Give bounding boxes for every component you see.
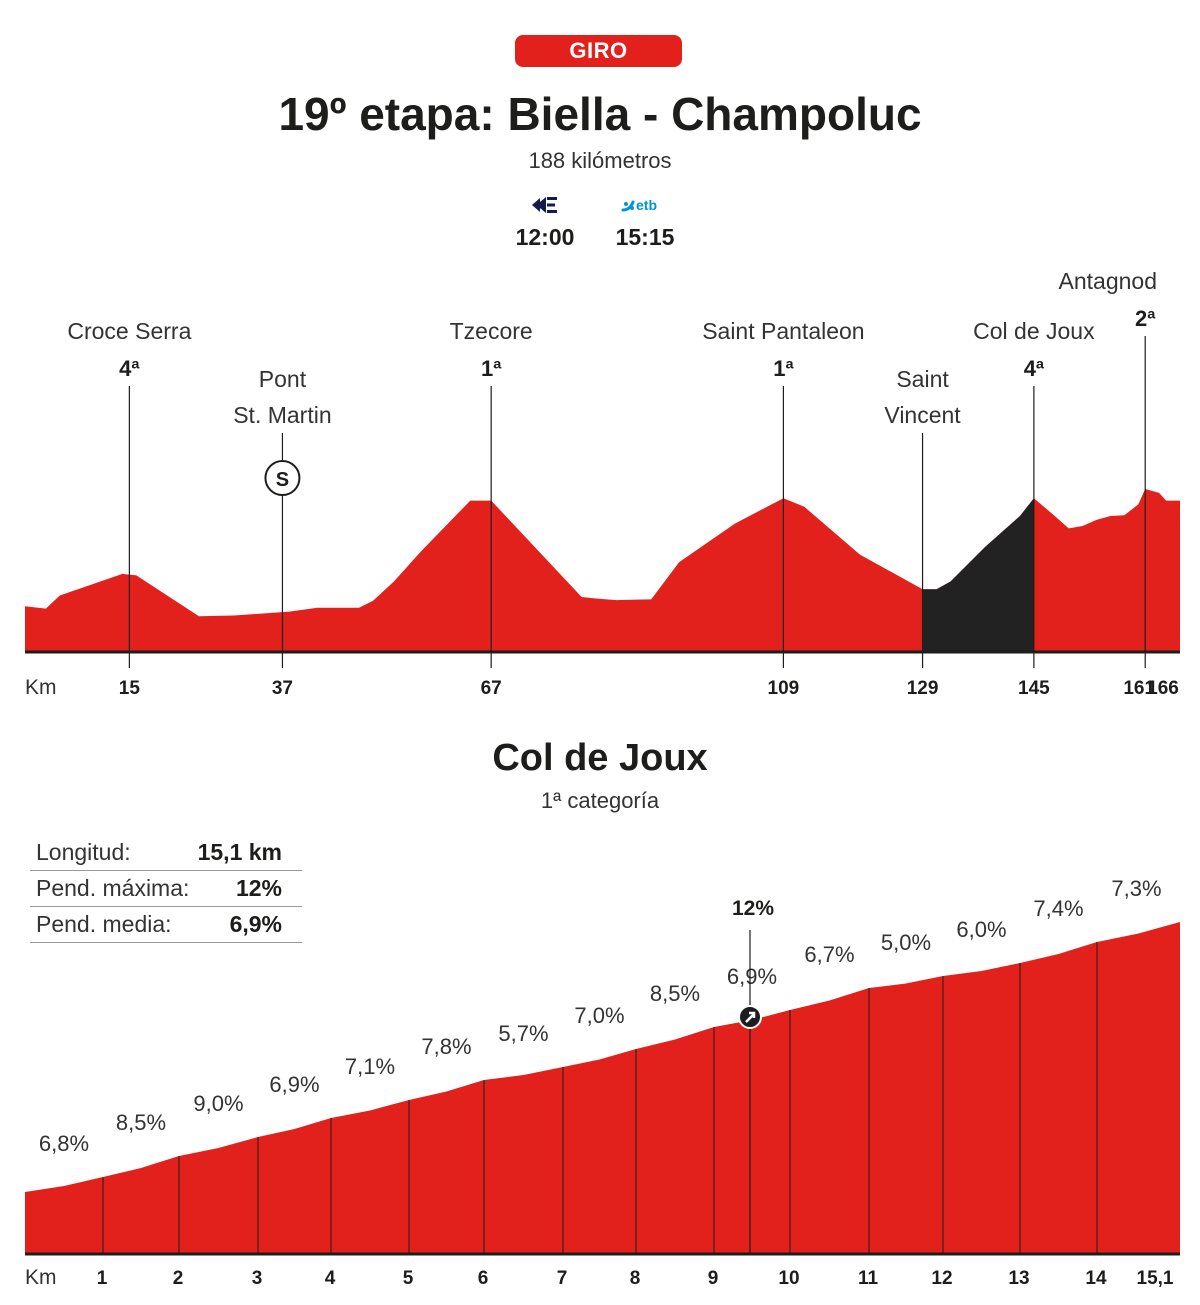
- x-tick-label: 67: [481, 678, 502, 699]
- gradient-label: 7,1%: [345, 1054, 395, 1079]
- stat-row: Pend. máxima: 12%: [30, 870, 302, 907]
- gradient-label: 7,4%: [1033, 896, 1083, 921]
- x-tick-label: 14: [1085, 1268, 1107, 1289]
- climb-stats-table: Longitud: 15,1 km Pend. máxima: 12% Pend. …: [30, 835, 302, 943]
- x-tick-label: 109: [768, 678, 800, 699]
- max-gradient-label: 12%: [732, 897, 774, 920]
- x-tick-label: 1: [97, 1268, 108, 1289]
- x-tick-label: 4: [325, 1268, 336, 1289]
- climb-area: [25, 922, 1180, 1253]
- x-tick-label: 8: [630, 1268, 641, 1289]
- stat-label: Pend. media:: [30, 906, 191, 943]
- gradient-label: 6,7%: [804, 942, 854, 967]
- place-name: St. Martin: [233, 402, 331, 428]
- place-name: Saint: [896, 366, 949, 392]
- mountain-category: 1ª: [773, 356, 794, 381]
- x-tick-label: 5: [403, 1268, 414, 1289]
- stat-label: Pend. máxima:: [30, 870, 191, 907]
- x-tick-label: 11: [858, 1268, 879, 1289]
- stat-value: 15,1 km: [190, 835, 302, 871]
- x-tick-label: 161: [1123, 678, 1155, 699]
- gradient-label: 7,0%: [574, 1003, 624, 1028]
- x-tick-label: 2: [173, 1268, 184, 1289]
- stat-value: 6,9%: [190, 906, 302, 943]
- stat-value: 12%: [190, 870, 302, 907]
- gradient-label: 6,0%: [956, 917, 1006, 942]
- highlight-segment: [922, 498, 1034, 651]
- x-tick-label: 15,1: [1137, 1268, 1174, 1289]
- x-tick-label: 9: [708, 1268, 719, 1289]
- x-tick-label: 7: [557, 1268, 568, 1289]
- stat-label: Longitud:: [30, 835, 191, 871]
- gradient-label: 5,0%: [881, 930, 931, 955]
- gradient-label: 8,5%: [650, 981, 700, 1006]
- broadcast-eurosport: 12:00: [490, 192, 600, 252]
- x-tick-label: 145: [1018, 678, 1050, 699]
- stage-profile-chart: Croce Serra 4ª Pont St. Martin S Tzecore 1ª Sai…: [25, 268, 1180, 699]
- x-axis-title: Km: [25, 676, 57, 699]
- race-badge: GIRO: [515, 35, 682, 67]
- mountain-category: 4ª: [119, 356, 140, 381]
- gradient-label: 6,8%: [39, 1131, 89, 1156]
- gradient-label: 9,0%: [193, 1091, 243, 1116]
- broadcast-time: 15:15: [615, 224, 675, 250]
- x-tick-label: 3: [252, 1268, 263, 1289]
- x-tick-label: 10: [778, 1268, 799, 1289]
- climb-category: 1ª categoría: [540, 788, 660, 813]
- x-tick-label: 6: [478, 1268, 489, 1289]
- x-tick-label: 37: [272, 678, 293, 699]
- etb-logo-text: etb: [636, 197, 657, 213]
- mountain-name: Saint Pantaleon: [702, 318, 864, 344]
- gradient-label: 7,8%: [421, 1034, 471, 1059]
- x-tick-label: 129: [907, 678, 939, 699]
- x-tick-label: 13: [1008, 1268, 1029, 1289]
- mountain-category: 1ª: [481, 356, 502, 381]
- x-axis-title: Km: [25, 1266, 57, 1289]
- stage-distance: 188 kilómetros: [528, 148, 672, 173]
- stage-title: 19º etapa: Biella - Champoluc: [278, 88, 922, 140]
- mountain-name: Croce Serra: [67, 318, 191, 344]
- gradient-label: 7,3%: [1111, 876, 1161, 901]
- gradient-label: 5,7%: [498, 1021, 548, 1046]
- gradient-label: 6,9%: [727, 964, 777, 989]
- x-tick-label: 166: [1147, 678, 1179, 699]
- place-name: Pont: [259, 366, 307, 392]
- stat-row: Longitud: 15,1 km: [30, 835, 302, 871]
- broadcast-etb: etb 15:15: [590, 192, 700, 252]
- place-name: Vincent: [884, 402, 961, 428]
- eurosport-logo-icon: [490, 192, 600, 218]
- mountain-category: 2ª: [1135, 306, 1156, 331]
- max-gradient-arrow-icon: [738, 1005, 762, 1029]
- climb-title: Col de Joux: [492, 737, 708, 779]
- gradient-label: 8,5%: [116, 1110, 166, 1135]
- max-gradient-arrow-glyph: [745, 1011, 756, 1023]
- mountain-name: Antagnod: [1059, 268, 1157, 294]
- gradient-label: 6,9%: [269, 1072, 319, 1097]
- broadcast-time: 12:00: [515, 224, 575, 250]
- mountain-category: 4ª: [1024, 356, 1045, 381]
- x-tick-label: 15: [119, 678, 141, 699]
- profile-area: [25, 489, 1180, 651]
- mountain-name: Col de Joux: [973, 318, 1095, 344]
- stat-row: Pend. media: 6,9%: [30, 906, 302, 943]
- etb-logo-icon: etb: [590, 192, 700, 218]
- x-tick-label: 12: [931, 1268, 952, 1289]
- sprint-marker-letter: S: [276, 469, 289, 491]
- mountain-name: Tzecore: [450, 318, 533, 344]
